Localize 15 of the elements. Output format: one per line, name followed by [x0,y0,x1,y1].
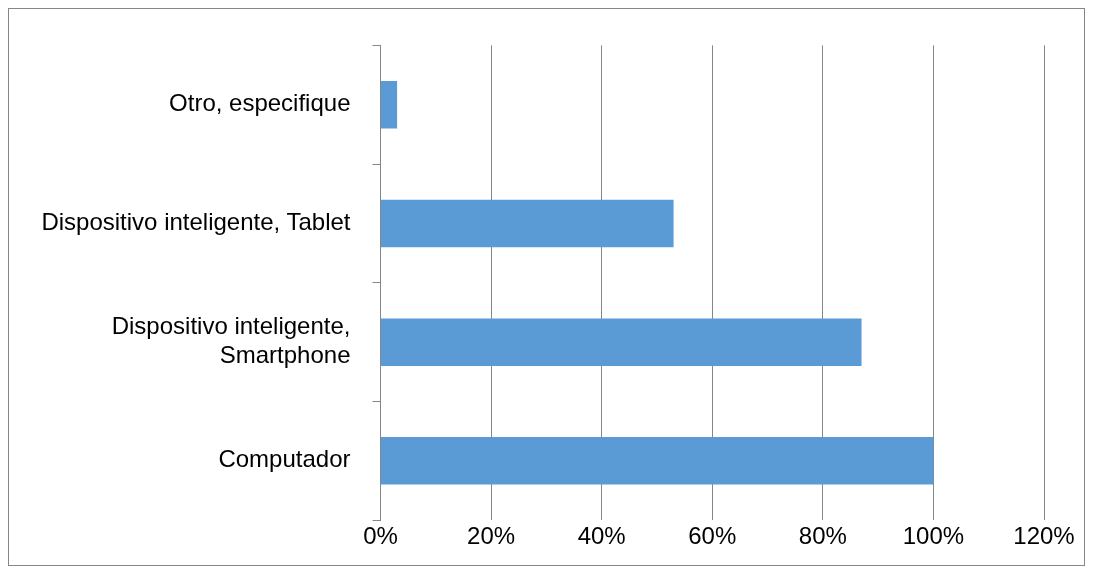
y-tick-label: Otro, especifique [169,89,351,117]
y-tick-label: Dispositivo inteligente, Smartphone [111,312,351,369]
x-tick-label: 60% [688,522,737,550]
bar [381,318,862,366]
x-tick-label: 80% [798,522,847,550]
bar [381,437,934,485]
x-tick-label: 100% [902,522,965,550]
y-tick-label: Dispositivo inteligente, Tablet [41,208,351,236]
bar [381,81,398,129]
x-tick-label: 120% [1013,522,1075,550]
bar [381,199,674,248]
y-tick-label: Computador [218,445,351,473]
x-tick-label: 0% [363,522,398,550]
x-tick-label: 20% [467,522,516,550]
x-tick-label: 40% [577,522,626,550]
